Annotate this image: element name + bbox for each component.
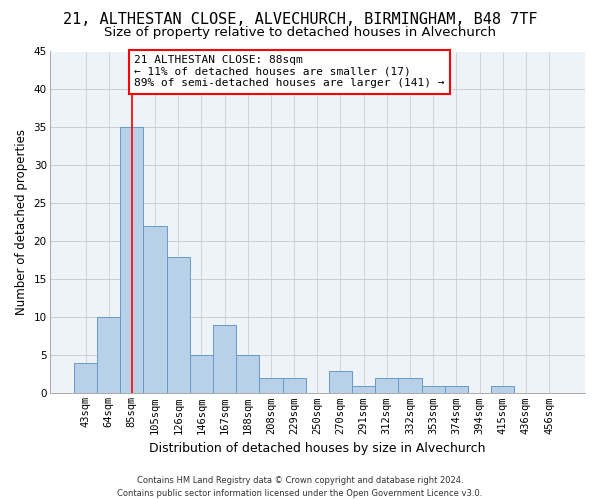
Bar xyxy=(167,256,190,394)
Bar xyxy=(143,226,167,394)
Bar xyxy=(120,128,143,394)
Bar xyxy=(491,386,514,394)
Bar xyxy=(74,363,97,394)
Bar xyxy=(97,318,120,394)
Text: 21, ALTHESTAN CLOSE, ALVECHURCH, BIRMINGHAM, B48 7TF: 21, ALTHESTAN CLOSE, ALVECHURCH, BIRMING… xyxy=(63,12,537,28)
Bar xyxy=(283,378,306,394)
Bar xyxy=(236,356,259,394)
Text: 21 ALTHESTAN CLOSE: 88sqm
← 11% of detached houses are smaller (17)
89% of semi-: 21 ALTHESTAN CLOSE: 88sqm ← 11% of detac… xyxy=(134,56,445,88)
Bar xyxy=(259,378,283,394)
Bar xyxy=(329,370,352,394)
Bar xyxy=(352,386,375,394)
Bar xyxy=(398,378,422,394)
Text: Size of property relative to detached houses in Alvechurch: Size of property relative to detached ho… xyxy=(104,26,496,39)
Bar xyxy=(375,378,398,394)
Bar xyxy=(190,356,213,394)
Y-axis label: Number of detached properties: Number of detached properties xyxy=(15,130,28,316)
Bar xyxy=(445,386,468,394)
X-axis label: Distribution of detached houses by size in Alvechurch: Distribution of detached houses by size … xyxy=(149,442,485,455)
Text: Contains HM Land Registry data © Crown copyright and database right 2024.
Contai: Contains HM Land Registry data © Crown c… xyxy=(118,476,482,498)
Bar xyxy=(422,386,445,394)
Bar xyxy=(213,325,236,394)
